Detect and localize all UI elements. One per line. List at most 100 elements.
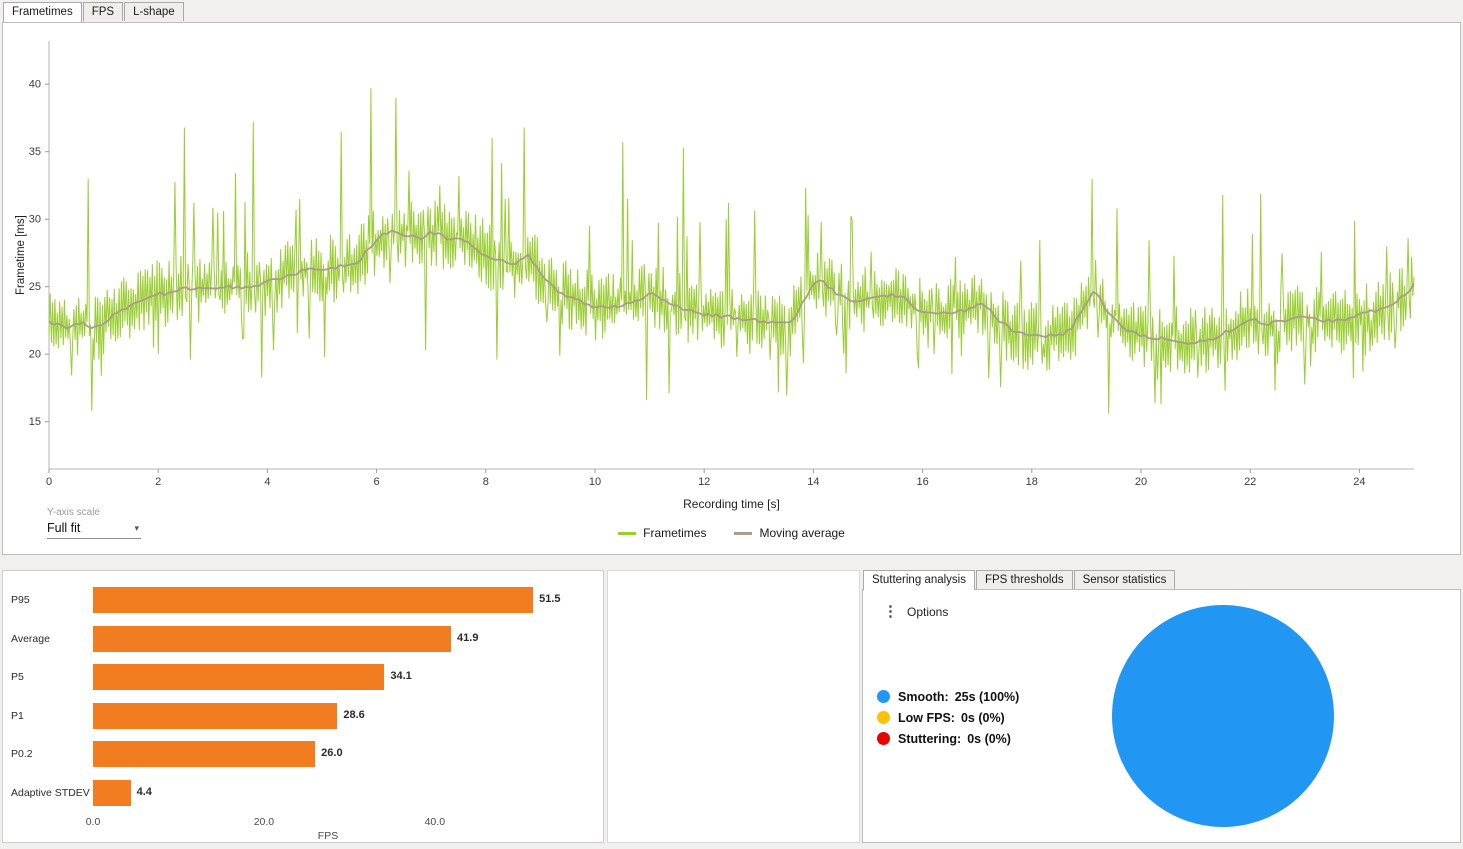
stuttering-analysis-panel: ⋮ Options Smooth: 25s (100%) Low FPS: 0s… — [862, 589, 1461, 843]
bar-axis-tick-label: 40.0 — [424, 816, 446, 828]
bar — [93, 664, 385, 690]
svg-text:4: 4 — [264, 476, 270, 488]
fps-percentile-panel: P95 51.5 Average 41.9 P5 34.1 P1 28.6 P0.2 26.0 Ad… — [2, 570, 604, 843]
tab-frametimes[interactable]: Frametimes — [3, 2, 82, 22]
chart-legend: Frametimes Moving average — [3, 526, 1460, 540]
y-axis-scale-group: Y-axis scale Full fit ▾ — [47, 507, 141, 539]
bar-chart: P95 51.5 Average 41.9 P5 34.1 P1 28.6 P0.2 26.0 Ad… — [11, 587, 595, 818]
bar-axis-tick-label: 0.0 — [85, 816, 101, 828]
bar-track: 51.5 — [93, 587, 563, 613]
svg-text:30: 30 — [29, 214, 41, 226]
svg-text:15: 15 — [29, 416, 41, 428]
svg-text:25: 25 — [29, 281, 41, 293]
svg-text:10: 10 — [589, 476, 601, 488]
frametime-chart-panel: 0 2 4 6 8 10 12 14 16 18 20 22 24 15 20 25 30 35 40 Framet… — [2, 22, 1461, 555]
y-axis-title: Frametime [ms] — [15, 215, 27, 295]
low-fps-value: 0s (0%) — [960, 710, 1005, 725]
svg-text:20: 20 — [1135, 476, 1147, 488]
stuttering-pie-chart — [1112, 605, 1334, 827]
bar-track: 26.0 — [93, 741, 563, 767]
bar — [93, 741, 316, 767]
bar-value-label: 51.5 — [539, 593, 561, 605]
bar-x-axis: 0.0 20.0 40.0 — [86, 816, 563, 830]
bar-value-label: 41.9 — [457, 631, 479, 644]
stuttering-value: 0s (0%) — [967, 731, 1011, 746]
chevron-down-icon: ▾ — [134, 522, 139, 533]
svg-text:0: 0 — [46, 476, 52, 488]
svg-text:16: 16 — [916, 476, 928, 488]
moving-average-line-swatch — [734, 531, 753, 535]
frametimes-line-swatch — [618, 531, 637, 535]
svg-text:8: 8 — [483, 476, 489, 488]
bar-category-label: Adaptive STDEV — [11, 786, 90, 799]
bar-track: 4.4 — [93, 779, 563, 806]
legend-item-moving-average: Moving average — [734, 526, 845, 540]
tab-l-shape[interactable]: L-shape — [124, 2, 184, 21]
bar-row: P95 51.5 — [11, 587, 595, 613]
tab-fps[interactable]: FPS — [82, 2, 124, 21]
bar-row: Average 41.9 — [11, 625, 595, 652]
options-label: Options — [907, 605, 949, 619]
bar-track: 34.1 — [93, 664, 563, 690]
bar — [93, 702, 338, 729]
bar-category-label: P95 — [11, 594, 30, 606]
bar-category-label: P5 — [11, 671, 24, 683]
bar-row: Adaptive STDEV 4.4 — [11, 779, 595, 806]
tab-stuttering-analysis[interactable]: Stuttering analysis — [863, 570, 975, 590]
frametime-chart-section: Frametimes FPS L-shape 0 2 4 6 8 10 12 14 16 18 20… — [2, 2, 1461, 555]
kebab-menu-icon: ⋮ — [883, 603, 898, 620]
svg-text:12: 12 — [698, 476, 710, 488]
bar-x-axis-title: FPS — [317, 830, 339, 842]
stuttering-analysis-section: Stuttering analysis FPS thresholds Senso… — [862, 570, 1461, 843]
svg-text:24: 24 — [1353, 476, 1365, 488]
bar-row: P1 28.6 — [11, 702, 595, 729]
svg-text:40: 40 — [29, 79, 41, 91]
svg-text:6: 6 — [374, 476, 380, 488]
bar-category-label: P0.2 — [11, 748, 33, 760]
bar-track: 28.6 — [93, 702, 563, 729]
svg-text:35: 35 — [29, 146, 41, 158]
bar — [93, 625, 452, 652]
bar-value-label: 4.4 — [136, 785, 152, 798]
bar — [93, 587, 534, 613]
options-button[interactable]: ⋮ Options — [883, 604, 948, 620]
svg-text:2: 2 — [155, 476, 161, 488]
bar-row: P0.2 26.0 — [11, 741, 595, 767]
legend-item-stuttering: Stuttering: 0s (0%) — [877, 728, 1019, 749]
smooth-label: Smooth: — [898, 689, 949, 704]
legend-label-frametimes: Frametimes — [643, 526, 707, 540]
bar-category-label: P1 — [11, 709, 24, 722]
y-axis-scale-label: Y-axis scale — [47, 507, 100, 518]
bar-value-label: 34.1 — [390, 670, 412, 682]
y-axis-scale-value: Full fit — [47, 521, 81, 535]
low-fps-label: Low FPS: — [898, 710, 955, 725]
bar-row: P5 34.1 — [11, 664, 595, 690]
stuttering-label: Stuttering: — [898, 731, 962, 746]
legend-item-frametimes: Frametimes — [618, 526, 706, 540]
smooth-color-dot — [877, 690, 890, 703]
tab-fps-thresholds[interactable]: FPS thresholds — [975, 570, 1073, 589]
bar — [93, 779, 131, 806]
svg-text:22: 22 — [1244, 476, 1256, 488]
x-axis-title: Recording time [s] — [683, 497, 780, 511]
empty-panel — [607, 570, 860, 843]
analysis-tab-bar: Stuttering analysis FPS thresholds Senso… — [863, 570, 1176, 590]
stuttering-color-dot — [877, 732, 890, 745]
bar-value-label: 28.6 — [343, 708, 365, 721]
legend-item-smooth: Smooth: 25s (100%) — [877, 686, 1019, 707]
legend-label-moving-average: Moving average — [759, 526, 845, 540]
tab-sensor-statistics[interactable]: Sensor statistics — [1073, 570, 1176, 589]
bar-category-label: Average — [11, 632, 50, 645]
bar-axis-tick-label: 20.0 — [253, 816, 275, 828]
svg-text:14: 14 — [807, 476, 819, 488]
smooth-value: 25s (100%) — [954, 689, 1020, 704]
pie-legend: Smooth: 25s (100%) Low FPS: 0s (0%) Stut… — [877, 686, 1019, 749]
low-fps-color-dot — [877, 711, 890, 724]
y-axis-scale-dropdown[interactable]: Full fit ▾ — [47, 521, 141, 539]
chart-tab-bar: Frametimes FPS L-shape — [3, 2, 185, 22]
bar-value-label: 26.0 — [321, 747, 343, 759]
svg-text:20: 20 — [29, 349, 41, 361]
bar-track: 41.9 — [93, 625, 563, 652]
svg-text:18: 18 — [1026, 476, 1038, 488]
